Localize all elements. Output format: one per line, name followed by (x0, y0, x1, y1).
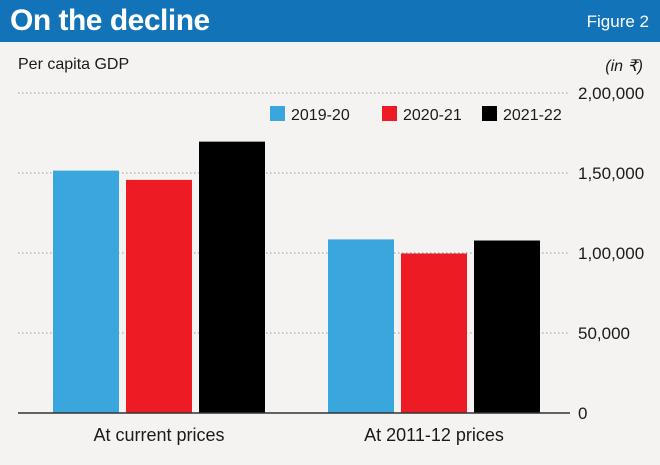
legend-label: 2021-22 (503, 107, 562, 124)
y-tick-label: 2,00,000 (578, 84, 644, 103)
legend-label: 2020-21 (403, 107, 462, 124)
legend-label: 2019-20 (291, 107, 350, 124)
y-tick-label: 50,000 (578, 324, 630, 343)
bar (126, 179, 192, 413)
chart-title: On the decline (10, 4, 210, 37)
y-tick-label: 0 (578, 404, 587, 423)
unit-label: (in ₹) (605, 58, 643, 75)
bar (474, 240, 540, 413)
category-label: At current prices (93, 425, 224, 445)
header-bar: On the decline Figure 2 (0, 0, 660, 42)
bar (53, 170, 119, 413)
y-tick-label: 1,00,000 (578, 244, 644, 263)
bar (199, 141, 265, 413)
bar (401, 253, 467, 413)
category-label: At 2011-12 prices (364, 425, 504, 445)
legend-swatch (382, 106, 397, 121)
figure-label: Figure 2 (586, 12, 649, 31)
chart-subtitle: Per capita GDP (18, 56, 130, 73)
legend-swatch (482, 106, 497, 121)
bar (328, 239, 394, 413)
legend-swatch (270, 106, 285, 121)
y-tick-label: 1,50,000 (578, 164, 644, 183)
